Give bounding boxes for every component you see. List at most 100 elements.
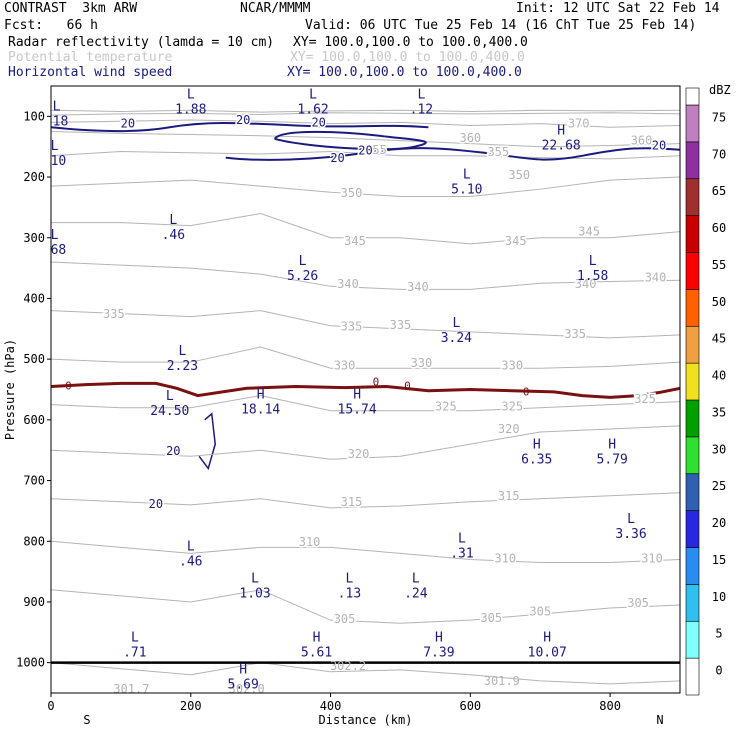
plot-layers: 370 360 360 355 355 350 350 345 345 345 340 340 340 3… [43, 87, 680, 696]
wind-extremum-value: 1.58 [577, 269, 608, 284]
freezing-label: 0 [65, 380, 72, 393]
theta-label: 330 [501, 358, 523, 372]
y-tick-label: 700 [23, 474, 45, 488]
theta-label: 355 [487, 145, 509, 159]
x-tick-label: 800 [599, 699, 621, 713]
theta-label: 340 [407, 280, 429, 294]
y-tick-label: 600 [23, 413, 45, 427]
theta-contour [51, 131, 680, 148]
y-tick-label: 900 [23, 595, 45, 609]
wind-extremum-value: .71 [123, 646, 146, 661]
colorbar-level-label: 5 [715, 627, 722, 641]
wind-extremum-kind: L [417, 87, 425, 102]
wind-label: 20 [166, 444, 180, 458]
surface-theta-label: 302.0 [229, 682, 265, 696]
wind-extremum-value: 5.69 [228, 678, 259, 693]
theta-label: 345 [505, 234, 527, 248]
wind-label: 20 [149, 497, 163, 511]
theta-label: 315 [341, 495, 363, 509]
wind-extremum-value: 5.10 [451, 182, 482, 197]
colorbar-level-label: 10 [712, 590, 726, 604]
wind-extremum-kind: H [313, 631, 321, 646]
surface-theta-label: 301.7 [113, 682, 149, 696]
surface-theta-label: 301.9 [484, 674, 520, 688]
colorbar-swatch-10 [685, 584, 700, 622]
wind-extremum-value: .46 [162, 228, 185, 243]
theta-contour [51, 589, 680, 624]
wind-extremum-value: 5.26 [287, 269, 318, 284]
wind-label: 20 [311, 116, 325, 130]
theta-label: 305 [529, 604, 551, 618]
theta-label: 350 [341, 186, 363, 200]
wind-extremum-value: .31 [450, 547, 473, 562]
wind-extremum-kind: L [452, 316, 460, 331]
wind-extremum-value: 2.23 [167, 359, 198, 374]
wind-label: 20 [330, 151, 344, 165]
wind-extremum-value: .24 [404, 587, 428, 602]
wind-extremum-value: 15.74 [338, 403, 377, 418]
x-end-south: S [83, 713, 90, 727]
theta-contour [51, 112, 680, 116]
wind-extremum-kind: L [53, 99, 61, 114]
theta-contour [51, 492, 680, 509]
x-tick-label: 0 [47, 699, 54, 713]
colorbar-level-label: 65 [712, 184, 726, 198]
colorbar-unit: dBZ [709, 83, 731, 97]
y-axis-label: Pressure (hPa) [3, 339, 17, 440]
wind-extremum-value: .68 [43, 243, 66, 258]
theta-label: 325 [501, 400, 523, 414]
theta-label: 320 [348, 447, 370, 461]
theta-label: 305 [627, 596, 649, 610]
theta-contour [51, 212, 680, 245]
wind-extremum-value: 5.61 [301, 646, 332, 661]
wind-extremum-value: 24.50 [150, 404, 189, 419]
y-tick-label: 300 [23, 231, 45, 245]
colorbar-level-label: 45 [712, 332, 726, 346]
wind-extremum-kind: L [251, 572, 259, 587]
colorbar-swatch-35 [685, 399, 700, 438]
theta-label: 330 [411, 356, 433, 370]
colorbar-level-label: 75 [712, 110, 726, 124]
wind-extremum-value: .46 [179, 554, 202, 569]
colorbar-level-label: 70 [712, 147, 726, 161]
wind-extremum-kind: L [169, 213, 177, 228]
wind-label: 20 [121, 116, 135, 130]
wind-extremum-kind: L [187, 539, 195, 554]
theta-label: 310 [299, 535, 321, 549]
wind-extremum-kind: L [627, 512, 635, 527]
field1-name: Radar reflectivity (lamda = 10 cm) [8, 35, 275, 50]
model-name: CONTRAST 3km ARW [4, 1, 138, 16]
wind-extremum-kind: L [309, 87, 317, 102]
colorbar-swatch-15 [685, 547, 700, 585]
colorbar-swatch-40 [685, 362, 700, 401]
wind-extremum-kind: L [412, 572, 420, 587]
x-axis-label: Distance (km) [319, 713, 413, 727]
wind-extremum-kind: H [353, 388, 361, 403]
wind-extremum-kind: L [187, 87, 195, 102]
theta-label: 310 [641, 551, 663, 565]
field3-name: Horizontal wind speed [8, 65, 173, 80]
x-end-north: N [656, 713, 663, 727]
field2-name: Potential temperature [8, 50, 173, 65]
colorbar-level-label: 25 [712, 479, 726, 493]
x-tick-label: 600 [459, 699, 481, 713]
forecast-hour: Fcst: 66 h [4, 18, 98, 33]
theta-label: 330 [334, 358, 356, 372]
wind-extremum-value: 1.03 [239, 587, 270, 602]
colorbar-swatch-25 [685, 473, 700, 511]
theta-label: 345 [344, 234, 366, 248]
theta-contour [51, 109, 680, 113]
wind-extremum-value: 7.39 [423, 646, 454, 661]
init-time: Init: 12 UTC Sat 22 Feb 14 [516, 1, 720, 16]
theta-label: 340 [645, 270, 667, 284]
colorbar-swatch-0 [685, 657, 700, 696]
colorbar-level-label: 20 [712, 516, 726, 530]
colorbar-level-label: 40 [712, 369, 726, 383]
y-tick-label: 200 [23, 170, 45, 184]
colorbar-swatch-20 [685, 510, 700, 548]
freezing-level-line [51, 381, 680, 399]
wind-extremum-kind: L [51, 139, 59, 154]
theta-contour [51, 176, 680, 197]
